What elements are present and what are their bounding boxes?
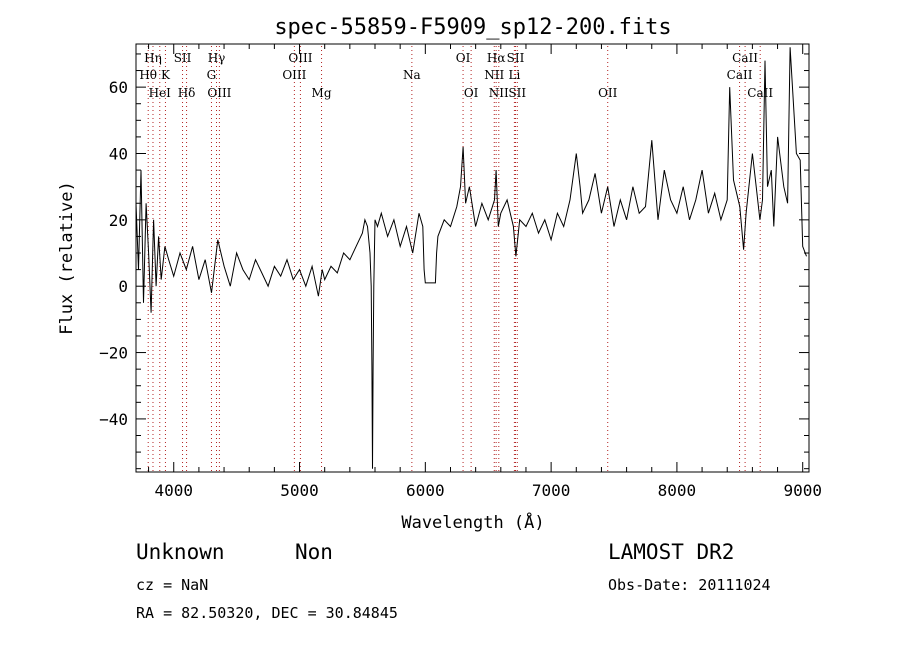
line-label: G <box>207 68 217 82</box>
line-label: CaII <box>747 86 773 100</box>
line-label: Hθ <box>139 68 157 82</box>
x-tick-label: 9000 <box>783 481 822 500</box>
emission-line-markers <box>147 46 761 472</box>
line-label: SII <box>508 86 526 100</box>
y-tick-label: −20 <box>99 344 128 363</box>
x-tick-label: 7000 <box>532 481 571 500</box>
line-label: NII <box>484 68 504 82</box>
line-label: OIII <box>207 86 231 100</box>
subclass-text: Non <box>295 540 333 564</box>
x-tick-label: 6000 <box>406 481 445 500</box>
line-label: Hγ <box>208 51 226 65</box>
line-label: SII <box>507 51 525 65</box>
classification-text: Unknown <box>136 540 225 564</box>
line-label: HeI <box>149 86 172 100</box>
line-label: OIII <box>282 68 306 82</box>
line-label: SII <box>174 51 192 65</box>
chart-title: spec-55859-F5909_sp12-200.fits <box>274 15 671 40</box>
line-label: OI <box>464 86 479 100</box>
axis-ticks: 4000 5000 6000 7000 8000 9000 −40 −20 0 20 40 60 <box>99 44 822 500</box>
survey-name: LAMOST DR2 <box>608 540 735 564</box>
line-label: CaII <box>732 51 758 65</box>
y-tick-label: 20 <box>109 211 128 230</box>
spectrum-flux-line <box>135 47 807 469</box>
x-tick-label: 8000 <box>658 481 697 500</box>
x-axis-label: Wavelength (Å) <box>401 511 544 533</box>
line-label: OI <box>456 51 471 65</box>
y-tick-label: 0 <box>118 277 128 296</box>
plot-frame <box>135 43 810 473</box>
line-label: K <box>161 68 171 82</box>
x-tick-label: 4000 <box>154 481 193 500</box>
line-label: Hδ <box>178 86 196 100</box>
line-label: Hα <box>487 51 506 65</box>
line-label: Mg <box>312 86 332 100</box>
x-tick-label: 5000 <box>280 481 319 500</box>
line-label: Li <box>508 68 520 82</box>
y-tick-label: 40 <box>109 144 128 163</box>
y-tick-label: 60 <box>109 78 128 97</box>
line-label: CaII <box>727 68 753 82</box>
coordinates-text: RA = 82.50320, DEC = 30.84845 <box>136 604 398 622</box>
line-label: OIII <box>288 51 312 65</box>
line-label: Hη <box>144 51 162 65</box>
line-label: OII <box>598 86 618 100</box>
line-label: Na <box>403 68 421 82</box>
obs-date-text: Obs-Date: 20111024 <box>608 576 771 594</box>
y-axis-label: Flux (relative) <box>57 181 77 335</box>
redshift-text: cz = NaN <box>136 576 209 594</box>
y-tick-label: −40 <box>99 410 128 429</box>
line-label: NII <box>489 86 509 100</box>
